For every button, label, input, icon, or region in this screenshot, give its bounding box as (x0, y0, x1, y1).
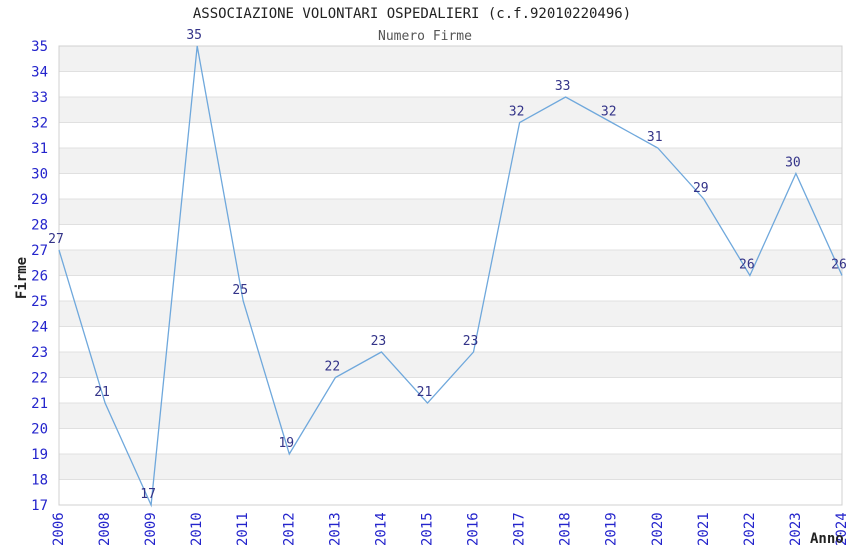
y-tick-label: 35 (31, 39, 48, 55)
data-label: 26 (739, 258, 755, 273)
x-tick-label: 2022 (742, 512, 758, 546)
data-label: 26 (831, 258, 847, 273)
x-axis-tick-labels: 2006 2008 2009 2010 2011 2012 2013 2014 2015 2016… (51, 512, 850, 546)
y-tick-label: 29 (31, 192, 48, 208)
plot-band (59, 97, 842, 123)
data-label: 22 (325, 360, 341, 375)
y-tick-label: 26 (31, 269, 48, 285)
data-label: 32 (601, 105, 617, 120)
plot-band (59, 250, 842, 276)
y-tick-label: 22 (31, 371, 48, 387)
y-tick-label: 30 (31, 167, 48, 183)
x-tick-label: 2023 (788, 512, 804, 546)
y-axis-title: Firme (14, 257, 30, 299)
data-label: 19 (278, 436, 294, 451)
data-label: 29 (693, 181, 709, 196)
x-tick-label: 2013 (327, 512, 343, 546)
data-label: 21 (417, 385, 433, 400)
data-label: 35 (186, 28, 202, 43)
data-label: 30 (785, 156, 801, 171)
data-label: 17 (140, 487, 156, 502)
x-tick-label: 2011 (235, 512, 251, 546)
data-label: 31 (647, 130, 663, 145)
data-point-labels: 27 21 17 35 25 19 22 23 21 23 32 33 32 31 29 26 30 26 (48, 28, 847, 502)
y-tick-label: 31 (31, 141, 48, 157)
x-tick-label: 2017 (512, 512, 528, 546)
y-tick-label: 20 (31, 422, 48, 438)
plot-band (59, 148, 842, 174)
plot-band (59, 46, 842, 72)
line-series (58, 45, 843, 508)
y-tick-label: 17 (31, 498, 48, 514)
y-tick-label: 23 (31, 345, 48, 361)
y-tick-label: 21 (31, 396, 48, 412)
x-tick-label: 2018 (558, 512, 574, 546)
data-label: 32 (509, 105, 525, 120)
data-label: 33 (555, 79, 571, 94)
x-tick-label: 2012 (281, 512, 297, 546)
plot-band (59, 301, 842, 327)
x-tick-label: 2008 (97, 512, 113, 546)
plot-band (59, 352, 842, 378)
plot-band (59, 199, 842, 225)
x-tick-label: 2020 (650, 512, 666, 546)
x-tick-label: 2015 (419, 512, 435, 546)
data-label: 23 (463, 334, 479, 349)
y-tick-label: 27 (31, 243, 48, 259)
x-tick-label: 2014 (373, 512, 389, 546)
plot-bands (59, 46, 842, 480)
y-tick-label: 32 (31, 116, 48, 132)
y-axis-tick-labels: 17 18 19 20 21 22 23 24 25 26 27 28 29 30 31 32 33 34 35 (31, 39, 48, 514)
y-tick-label: 33 (31, 90, 48, 106)
y-tick-label: 18 (31, 473, 48, 489)
x-tick-label: 2010 (189, 512, 205, 546)
data-label: 23 (371, 334, 387, 349)
plot-band (59, 403, 842, 429)
chart-subtitle: Numero Firme (378, 29, 472, 44)
y-tick-label: 34 (31, 65, 48, 81)
data-label: 27 (48, 232, 64, 247)
data-label: 25 (232, 283, 248, 298)
plot-band (59, 454, 842, 480)
y-tick-label: 25 (31, 294, 48, 310)
x-tick-label: 2021 (696, 512, 712, 546)
x-axis-title: Anno (810, 531, 844, 547)
x-tick-label: 2019 (604, 512, 620, 546)
data-label: 21 (94, 385, 110, 400)
y-tick-label: 19 (31, 447, 48, 463)
x-tick-label: 2009 (143, 512, 159, 546)
y-tick-label: 28 (31, 218, 48, 234)
series-line (58, 45, 843, 508)
x-tick-label: 2024 (834, 512, 850, 546)
chart-title: ASSOCIAZIONE VOLONTARI OSPEDALIERI (c.f.… (193, 6, 631, 22)
y-tick-label: 24 (31, 320, 48, 336)
x-tick-label: 2016 (466, 512, 482, 546)
x-tick-label: 2006 (51, 512, 67, 546)
